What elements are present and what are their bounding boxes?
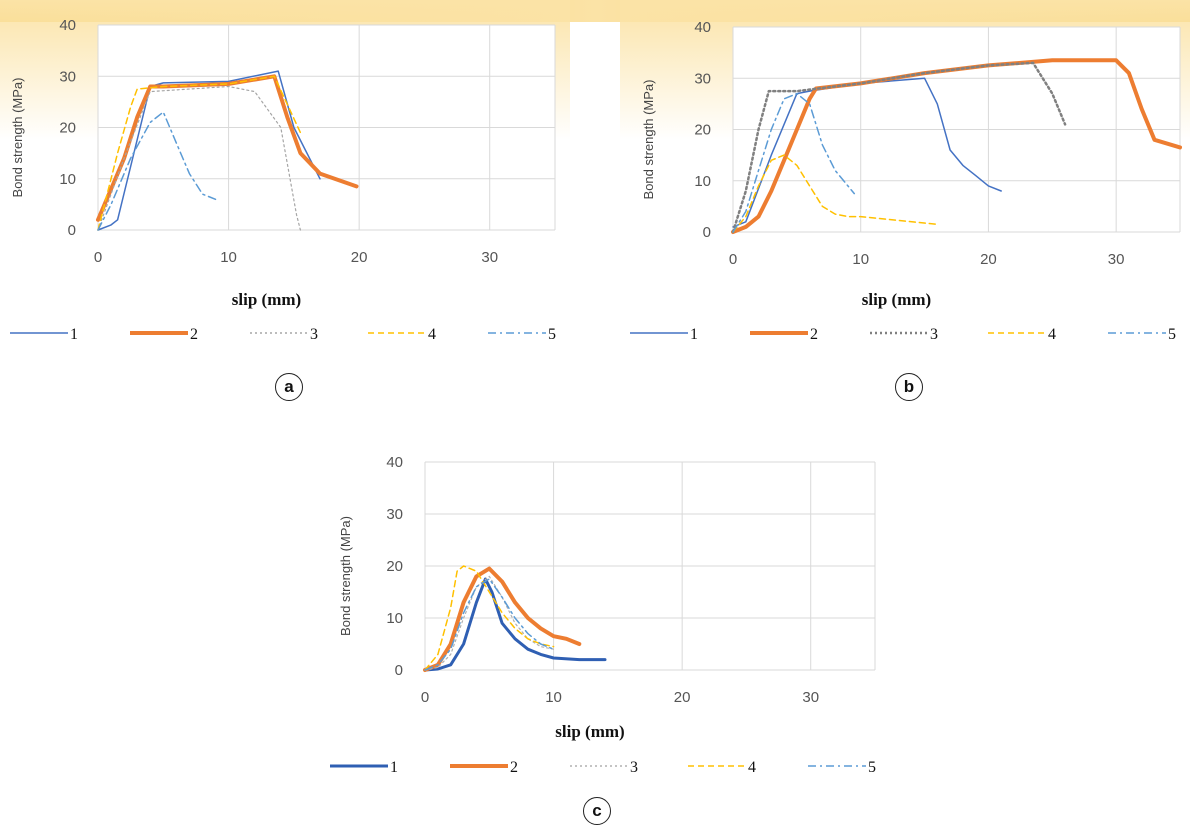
y-tick-label: 40	[386, 454, 403, 471]
y-tick-label: 40	[694, 19, 711, 36]
chart-c: 0 10 20 30 40 0 10 20 30 slip (mm) Bond strength (…	[330, 454, 876, 776]
y-axis-title: Bond strength (MPa)	[10, 78, 25, 198]
x-tick-label: 20	[351, 249, 368, 266]
y-tick-label: 40	[59, 17, 76, 34]
series-3-line	[97, 85, 301, 231]
legend-label-2: 2	[810, 326, 818, 343]
y-tick-label: 10	[694, 173, 711, 190]
series-3-line	[731, 61, 1067, 234]
y-tick-label: 10	[59, 171, 76, 188]
y-axis-title: Bond strength (MPa)	[338, 516, 353, 636]
y-tick-label: 30	[386, 506, 403, 523]
x-axis-title: slip (mm)	[232, 290, 301, 309]
y-tick-label: 20	[386, 558, 403, 575]
legend-label-5: 5	[868, 759, 876, 776]
legend-label-1: 1	[70, 326, 78, 343]
legend-label-1: 1	[390, 759, 398, 776]
y-tick-label: 30	[694, 70, 711, 87]
x-tick-label: 0	[421, 689, 429, 706]
series-1-line	[732, 77, 1002, 228]
x-tick-label: 20	[980, 251, 997, 268]
series-1-line	[423, 577, 607, 672]
x-tick-label: 0	[94, 249, 102, 266]
x-tick-label: 10	[220, 249, 237, 266]
legend-label-1: 1	[690, 326, 698, 343]
x-tick-label: 10	[852, 251, 869, 268]
x-tick-label: 30	[1108, 251, 1125, 268]
x-tick-label: 10	[545, 689, 562, 706]
x-tick-label: 30	[802, 689, 819, 706]
series-5-line	[97, 111, 217, 231]
y-tick-label: 0	[703, 224, 711, 241]
y-tick-label: 0	[395, 662, 403, 679]
legend-label-2: 2	[190, 326, 198, 343]
legend-label-3: 3	[930, 326, 938, 343]
x-axis-title: slip (mm)	[862, 290, 931, 309]
legend-label-3: 3	[310, 326, 318, 343]
chart-b: 0 10 20 30 40 0 10 20 30 slip (mm) Bond strength (…	[630, 19, 1182, 343]
series-4-line	[97, 75, 302, 231]
panel-label-b: b	[895, 373, 923, 401]
chart-a: 0 10 20 30 40 0 10 20 30 slip (mm) Bond strength (…	[10, 17, 556, 343]
y-tick-label: 30	[59, 68, 76, 85]
series-3-line	[424, 575, 555, 671]
x-tick-label: 30	[481, 249, 498, 266]
series-4-line	[732, 154, 939, 233]
panel-label-c: c	[583, 797, 611, 825]
y-axis-title: Bond strength (MPa)	[641, 80, 656, 200]
legend-label-5: 5	[1168, 326, 1176, 343]
legend-label-4: 4	[428, 326, 436, 343]
legend-label-3: 3	[630, 759, 638, 776]
series-4-line	[424, 565, 555, 671]
x-axis-title: slip (mm)	[555, 722, 624, 741]
series-2-line	[423, 566, 582, 672]
legend-label-5: 5	[548, 326, 556, 343]
legend-label-2: 2	[510, 759, 518, 776]
y-tick-label: 20	[59, 120, 76, 137]
series-5-line	[732, 92, 856, 233]
panel-label-a: a	[275, 373, 303, 401]
y-tick-label: 0	[68, 222, 76, 239]
y-tick-label: 10	[386, 610, 403, 627]
legend-label-4: 4	[1048, 326, 1056, 343]
x-tick-label: 0	[729, 251, 737, 268]
x-tick-label: 20	[674, 689, 691, 706]
legend-label-4: 4	[748, 759, 756, 776]
y-tick-label: 20	[694, 122, 711, 139]
